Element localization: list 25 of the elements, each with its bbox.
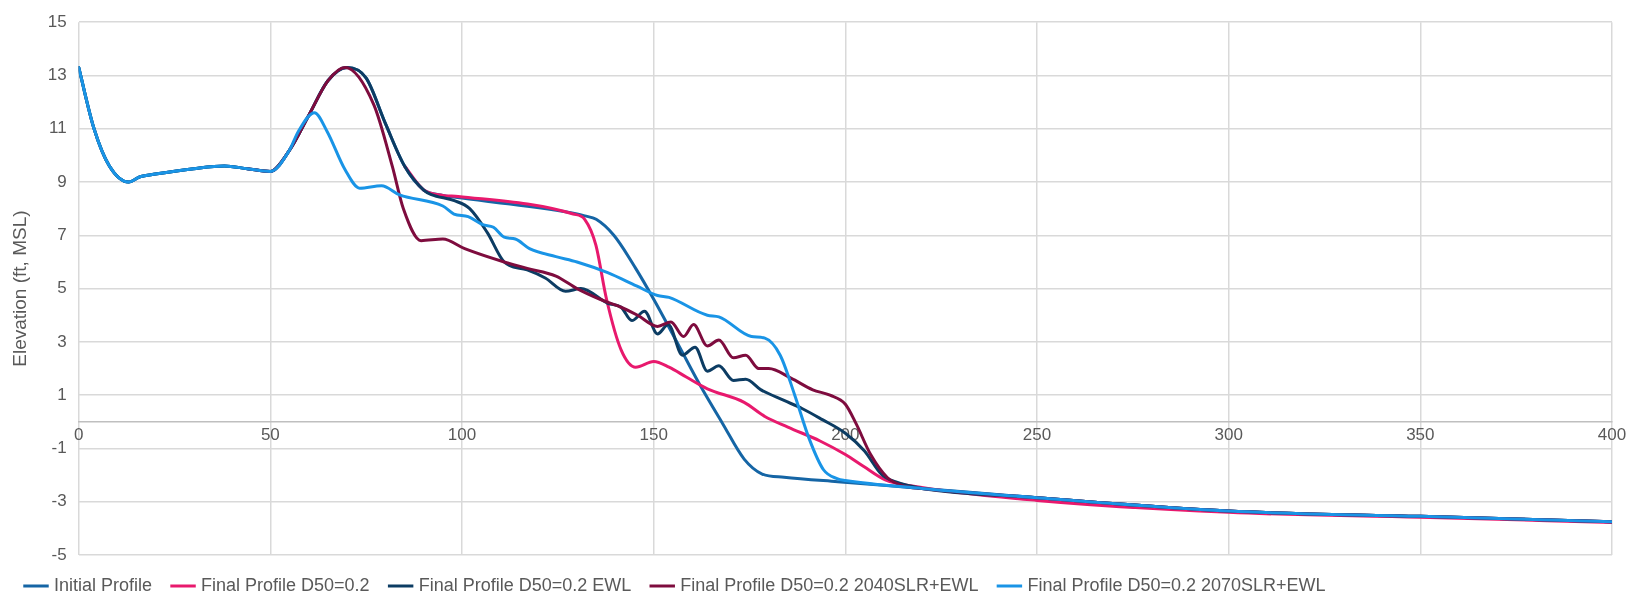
x-tick-label: 300 [1214,424,1243,444]
x-tick-label: 50 [260,424,280,444]
legend-label: Final Profile D50=0.2 2070SLR+EWL [1027,574,1326,595]
y-tick-label: 3 [57,331,67,351]
x-tick-label: 250 [1022,424,1052,444]
y-tick-label: 5 [57,278,67,298]
y-tick-label: -5 [51,544,67,564]
x-tick-label: 350 [1406,424,1435,444]
y-tick-label: 1 [57,384,67,404]
legend-label: Final Profile D50=0.2 [201,574,370,595]
y-tick-label: 15 [47,11,67,31]
y-tick-label: -1 [51,438,67,458]
x-tick-label: 0 [73,424,84,444]
x-tick-label: 400 [1597,424,1627,444]
y-tick-label: -3 [51,491,67,511]
y-axis-title: Elevation (ft, MSL) [8,210,30,367]
y-tick-label: 13 [47,65,67,85]
x-tick-label: 150 [639,424,668,444]
y-tick-label: 9 [57,171,67,191]
y-tick-label: 7 [57,225,67,245]
legend-label: Initial Profile [54,574,153,595]
x-tick-label: 100 [447,424,477,444]
legend-label: Final Profile D50=0.2 EWL [418,574,632,595]
y-tick-label: 11 [49,118,67,138]
legend-label: Final Profile D50=0.2 2040SLR+EWL [680,574,979,595]
